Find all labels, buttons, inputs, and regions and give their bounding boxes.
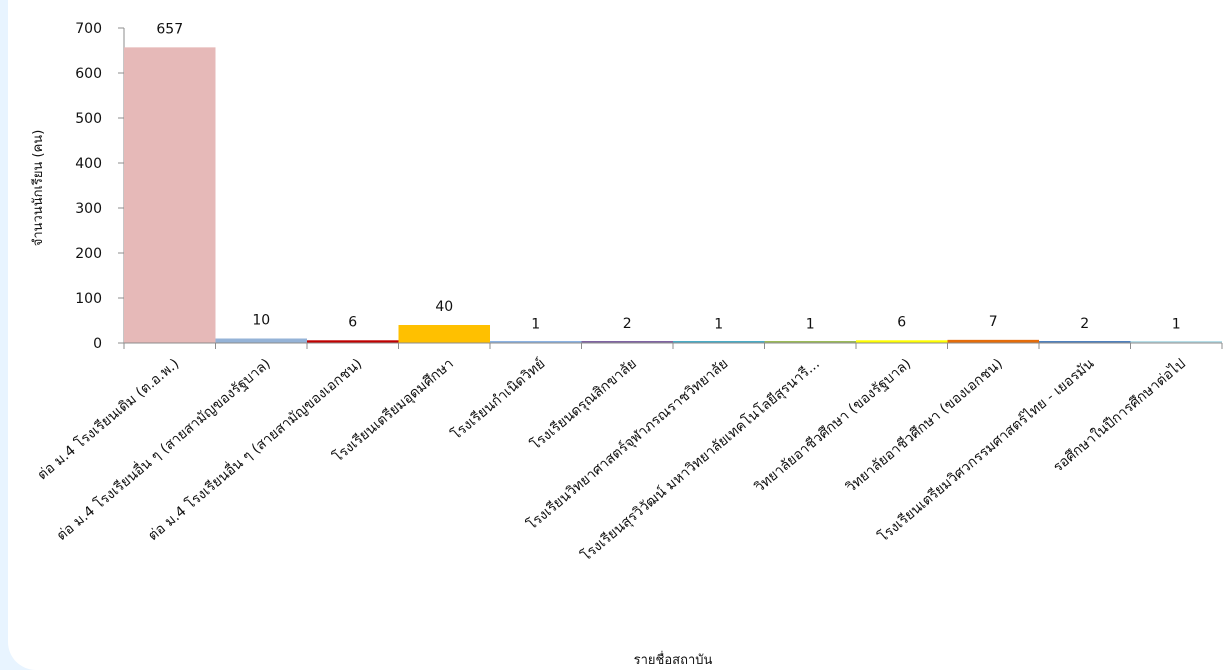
bar [490,341,582,343]
bar [764,341,856,343]
y-tick-label: 0 [93,336,102,352]
y-tick-label: 300 [75,201,102,217]
bar [1130,341,1222,343]
y-tick-label: 700 [75,21,102,37]
bar [581,341,673,343]
bar [398,325,490,343]
data-label: 2 [1080,316,1089,332]
y-tick-label: 600 [75,66,102,82]
bar [215,338,307,343]
x-tick-label: วิทยาลัยอาชีวศึกษา (ของรัฐบาล) [752,356,915,496]
data-label: 1 [806,317,815,333]
bar [1039,341,1131,343]
y-tick-label: 100 [75,291,102,307]
data-label: 657 [156,21,183,37]
data-label: 1 [1172,317,1181,333]
y-tick-label: 500 [75,111,102,127]
data-label: 1 [714,317,723,333]
x-tick-label: วิทยาลัยอาชีวศึกษา (ของเอกชน) [843,356,1006,496]
bar [124,47,216,343]
y-axis-title: จำนวนนักเรียน (คน) [30,130,46,247]
x-tick-label: ต่อ ม.4 โรงเรียนเดิม (ต.อ.พ.) [34,355,182,483]
data-label: 2 [623,316,632,332]
data-label: 6 [348,314,357,330]
y-tick-label: 400 [75,156,102,172]
bar [307,340,399,343]
data-label: 40 [435,299,453,315]
x-tick-label: โรงเรียนกำเนิดวิทย์ [448,355,549,443]
x-axis-title: รายชื่อสถาบัน [634,651,713,668]
data-label: 6 [897,314,906,330]
bar [947,339,1039,343]
data-label: 1 [531,317,540,333]
y-tick-label: 200 [75,246,102,262]
data-label: 10 [252,313,270,329]
x-tick-label: โรงเรียนวิทยาศาสตร์จุฬาภรณราชวิทยาลัย [523,355,731,533]
bar [856,340,948,343]
data-label: 7 [989,314,998,330]
bar [673,341,765,343]
